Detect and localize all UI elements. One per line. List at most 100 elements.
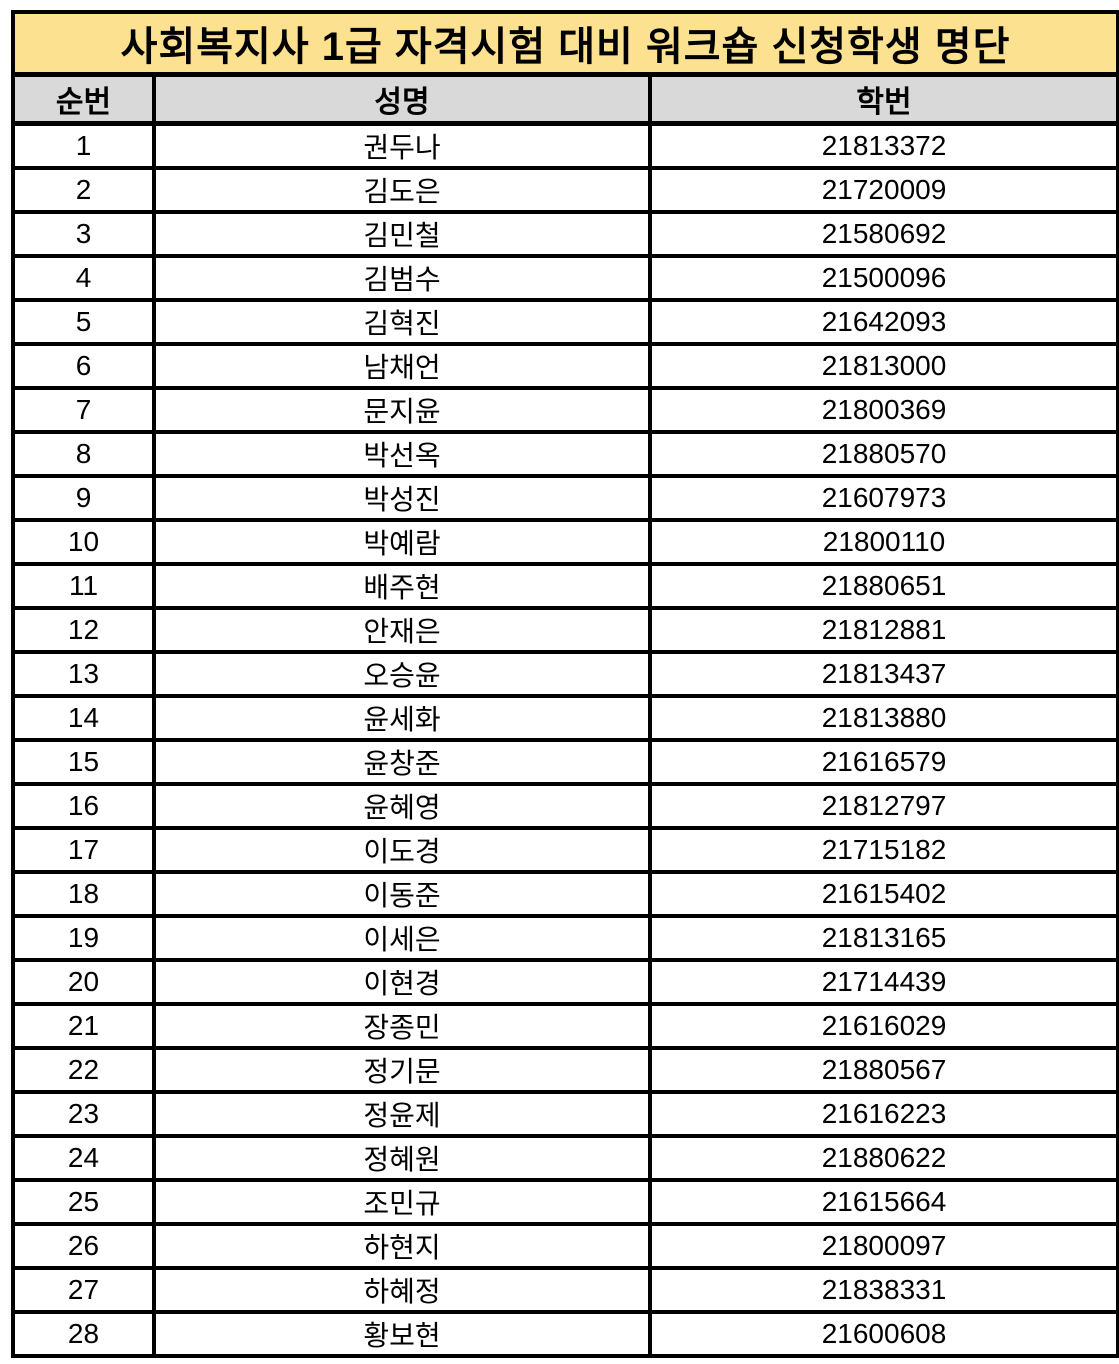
table-row: 26 하현지 21800097 [11,1222,1119,1270]
order-cell: 19 [11,914,156,962]
title-row: 사회복지사 1급 자격시험 대비 워크숍 신청학생 명단 [10,10,1119,77]
order-cell: 2 [11,166,156,214]
order-cell: 14 [11,694,156,742]
student-id-cell: 21813880 [647,694,1119,742]
name-cell: 정혜원 [152,1134,652,1182]
student-id-cell: 21813165 [647,914,1119,962]
student-id-cell: 21800110 [647,518,1119,566]
table-row: 13 오승윤 21813437 [11,650,1119,698]
name-cell: 배주현 [152,562,652,610]
order-cell: 3 [11,210,156,258]
order-cell: 4 [11,254,156,302]
name-cell: 이현경 [152,958,652,1006]
order-cell: 16 [11,782,156,830]
student-id-cell: 21812797 [647,782,1119,830]
student-id-cell: 21615402 [647,870,1119,918]
student-id-cell: 21616579 [647,738,1119,786]
table-row: 24 정혜원 21880622 [11,1134,1119,1182]
name-cell: 조민규 [152,1178,652,1226]
name-cell: 김범수 [152,254,652,302]
table-row: 12 안재은 21812881 [11,606,1119,654]
order-cell: 13 [11,650,156,698]
column-header-name: 성명 [152,72,652,126]
order-cell: 21 [11,1002,156,1050]
order-cell: 7 [11,386,156,434]
table-row: 17 이도경 21715182 [11,826,1119,874]
student-id-cell: 21838331 [647,1266,1119,1314]
student-id-cell: 21880622 [647,1134,1119,1182]
table-row: 20 이현경 21714439 [11,958,1119,1006]
order-cell: 23 [11,1090,156,1138]
name-cell: 윤세화 [152,694,652,742]
table-row: 9 박성진 21607973 [11,474,1119,522]
name-cell: 하현지 [152,1222,652,1270]
order-cell: 27 [11,1266,156,1314]
student-id-cell: 21880567 [647,1046,1119,1094]
table-row: 10 박예람 21800110 [11,518,1119,566]
name-cell: 오승윤 [152,650,652,698]
student-id-cell: 21812881 [647,606,1119,654]
student-id-cell: 21600608 [647,1310,1119,1358]
name-cell: 이동준 [152,870,652,918]
table-row: 15 윤창준 21616579 [11,738,1119,786]
table-row: 21 장종민 21616029 [11,1002,1119,1050]
table-row: 18 이동준 21615402 [11,870,1119,918]
name-cell: 이세은 [152,914,652,962]
order-cell: 11 [11,562,156,610]
student-id-cell: 21607973 [647,474,1119,522]
order-cell: 22 [11,1046,156,1094]
name-cell: 박선옥 [152,430,652,478]
student-id-cell: 21800369 [647,386,1119,434]
name-cell: 남채언 [152,342,652,390]
table-row: 27 하혜정 21838331 [11,1266,1119,1314]
table-row: 28 황보현 21600608 [11,1310,1119,1358]
table-row: 8 박선옥 21880570 [11,430,1119,478]
name-cell: 김혁진 [152,298,652,346]
roster-body: 1 권두나 21813372 2 김도은 21720009 3 김민철 21580692 4 김범수… [11,121,1119,1358]
student-id-cell: 21580692 [647,210,1119,258]
order-cell: 5 [11,298,156,346]
order-cell: 25 [11,1178,156,1226]
order-cell: 8 [11,430,156,478]
name-cell: 하혜정 [152,1266,652,1314]
name-cell: 장종민 [152,1002,652,1050]
name-cell: 황보현 [152,1310,652,1358]
table-row: 23 정윤제 21616223 [11,1090,1119,1138]
student-id-cell: 21616223 [647,1090,1119,1138]
student-id-cell: 21813372 [647,121,1119,170]
student-id-cell: 21880570 [647,430,1119,478]
table-title: 사회복지사 1급 자격시험 대비 워크숍 신청학생 명단 [10,10,1119,77]
order-cell: 28 [11,1310,156,1358]
student-id-cell: 21615664 [647,1178,1119,1226]
order-cell: 24 [11,1134,156,1182]
name-cell: 정기문 [152,1046,652,1094]
column-header-order: 순번 [11,72,156,126]
order-cell: 18 [11,870,156,918]
table-row: 11 배주현 21880651 [11,562,1119,610]
table-row: 14 윤세화 21813880 [11,694,1119,742]
table-row: 16 윤혜영 21812797 [11,782,1119,830]
order-cell: 6 [11,342,156,390]
table-row: 4 김범수 21500096 [11,254,1119,302]
order-cell: 17 [11,826,156,874]
student-id-cell: 21642093 [647,298,1119,346]
student-id-cell: 21813437 [647,650,1119,698]
student-id-cell: 21880651 [647,562,1119,610]
table-row: 5 김혁진 21642093 [11,298,1119,346]
order-cell: 9 [11,474,156,522]
order-cell: 1 [11,121,156,170]
student-id-cell: 21813000 [647,342,1119,390]
order-cell: 12 [11,606,156,654]
student-id-cell: 21616029 [647,1002,1119,1050]
table-row: 7 문지윤 21800369 [11,386,1119,434]
name-cell: 권두나 [152,121,652,170]
order-cell: 10 [11,518,156,566]
student-id-cell: 21714439 [647,958,1119,1006]
name-cell: 김민철 [152,210,652,258]
table-row: 1 권두나 21813372 [11,121,1119,170]
order-cell: 15 [11,738,156,786]
name-cell: 윤혜영 [152,782,652,830]
table-row: 3 김민철 21580692 [11,210,1119,258]
